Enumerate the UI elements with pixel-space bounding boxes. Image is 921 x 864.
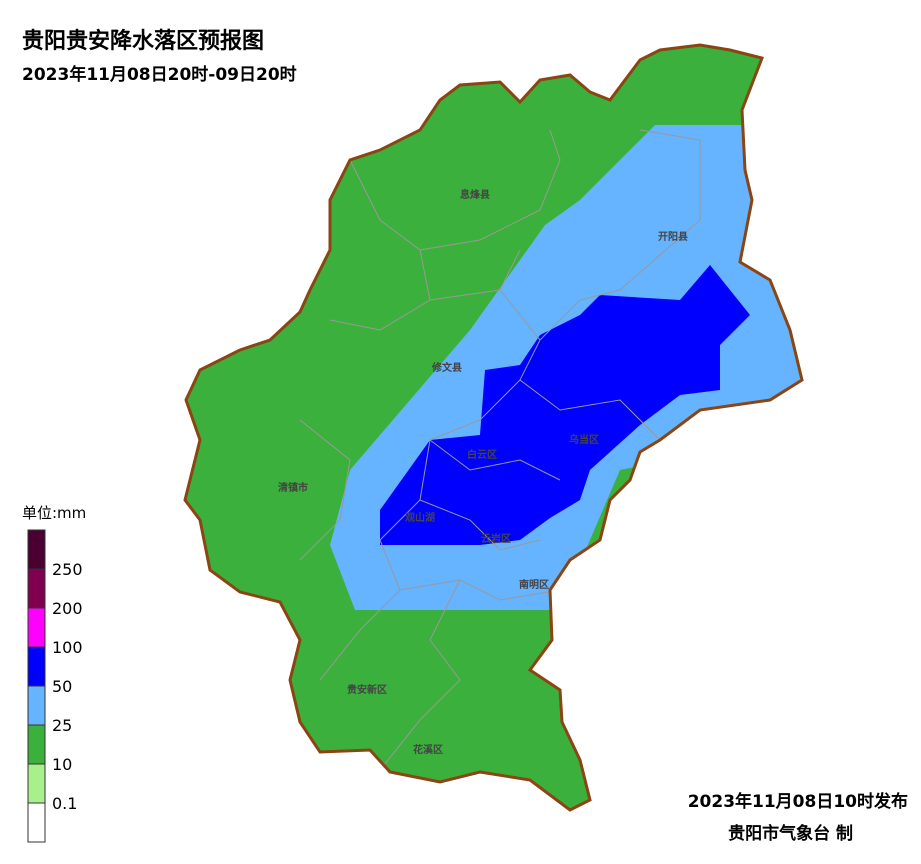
title: 贵阳贵安降水落区预报图 (22, 28, 264, 54)
legend: 250 200 100 50 25 10 0.1 (27, 529, 83, 843)
district-label: 观山湖 (405, 511, 435, 524)
legend-label: 200 (52, 599, 83, 618)
district-label: 乌当区 (569, 433, 599, 446)
map-outline (183, 43, 804, 812)
legend-label: 10 (52, 755, 72, 774)
agency: 贵阳市气象台 制 (728, 823, 853, 844)
legend-swatch (27, 763, 46, 804)
district-borders (299, 129, 701, 771)
legend-swatch (27, 607, 46, 648)
district-label: 修文县 (431, 361, 462, 374)
legend-swatch (27, 568, 46, 609)
legend-label: 50 (52, 677, 72, 696)
legend-swatch (27, 529, 46, 570)
legend-swatch (27, 685, 46, 726)
district-label: 清镇市 (278, 481, 308, 494)
legend-unit: 单位:mm (22, 504, 86, 522)
legend-swatch (27, 724, 46, 765)
area-50-100 (380, 265, 750, 545)
district-label: 白云区 (467, 448, 497, 461)
subtitle: 2023年11月08日20时-09日20时 (22, 64, 297, 85)
legend-label: 100 (52, 638, 83, 657)
legend-swatch (27, 802, 46, 843)
district-label: 开阳县 (658, 231, 688, 243)
district-label: 息烽县 (460, 188, 490, 201)
legend-label: 0.1 (52, 794, 77, 813)
district-label: 南明区 (519, 578, 549, 591)
district-label: 贵安新区 (347, 683, 387, 696)
district-label: 云岩区 (481, 532, 511, 545)
legend-label: 25 (52, 716, 72, 735)
legend-label: 250 (52, 560, 83, 579)
legend-swatch (27, 646, 46, 687)
issued-time: 2023年11月08日10时发布 (688, 791, 908, 812)
district-label: 花溪区 (413, 743, 443, 756)
